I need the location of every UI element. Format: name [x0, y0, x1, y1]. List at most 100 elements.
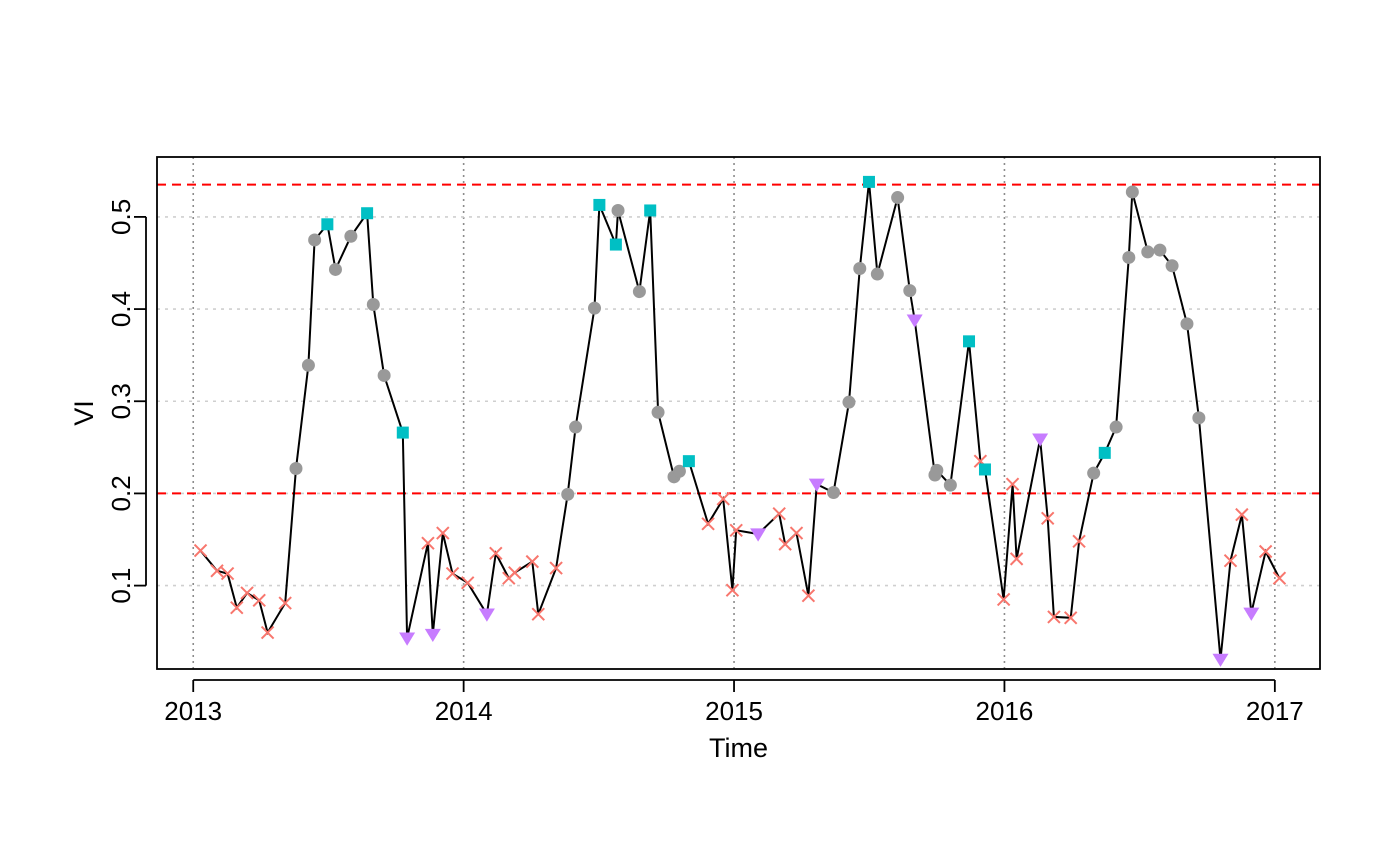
x-axis: 2013 2014 2015 2016 2017 — [164, 679, 1304, 726]
data-point-49 — [772, 506, 786, 521]
data-point-13 — [328, 262, 342, 276]
data-point-79 — [1122, 250, 1136, 264]
y-axis: 0.1 0.2 0.3 0.4 0.5 — [106, 199, 147, 604]
x-tick-label-2013: 2013 — [164, 696, 222, 726]
data-point-72 — [1040, 511, 1055, 526]
data-point-67 — [978, 463, 991, 476]
data-point-83 — [1165, 259, 1179, 273]
y-tick-label-0.1: 0.1 — [106, 568, 136, 604]
data-point-87 — [1223, 553, 1238, 568]
data-point-10 — [301, 358, 315, 372]
data-point-7 — [260, 625, 275, 640]
data-point-91 — [1272, 571, 1287, 585]
data-point-17 — [377, 368, 391, 382]
data-point-36 — [609, 238, 622, 251]
series-line — [199, 181, 1281, 660]
data-point-88 — [1235, 507, 1249, 522]
data-point-85 — [1192, 411, 1206, 425]
data-point-86 — [1212, 653, 1229, 667]
data-point-26 — [489, 546, 503, 561]
data-point-28 — [508, 565, 522, 580]
data-point-74 — [1063, 611, 1078, 625]
data-point-35 — [593, 198, 606, 211]
data-point-19 — [399, 632, 416, 646]
data-point-23 — [445, 566, 460, 581]
data-point-37 — [611, 203, 625, 217]
y-tick-label-0.3: 0.3 — [106, 383, 136, 419]
data-point-58 — [870, 267, 884, 281]
data-point-89 — [1243, 607, 1260, 621]
x-axis-title: Time — [709, 733, 768, 763]
data-point-30 — [531, 607, 545, 621]
y-tick-label-0.2: 0.2 — [106, 475, 136, 511]
data-point-81 — [1141, 245, 1155, 259]
data-point-1 — [193, 543, 208, 558]
data-point-3 — [220, 566, 235, 581]
x-tick-label-2014: 2014 — [435, 696, 493, 726]
data-point-8 — [278, 596, 292, 610]
data-point-64 — [943, 478, 957, 492]
data-point-84 — [1180, 317, 1194, 331]
data-point-51 — [789, 526, 804, 540]
data-point-40 — [651, 405, 665, 419]
data-point-52 — [801, 589, 816, 603]
data-point-43 — [682, 455, 695, 468]
data-point-4 — [230, 601, 244, 615]
data-point-69 — [1005, 477, 1020, 491]
data-point-20 — [421, 536, 435, 550]
data-point-82 — [1153, 243, 1167, 257]
data-point-50 — [778, 537, 792, 551]
data-point-5 — [240, 586, 254, 600]
data-point-75 — [1072, 534, 1086, 549]
data-point-24 — [460, 576, 475, 590]
data-point-42 — [672, 464, 686, 478]
data-point-76 — [1087, 466, 1101, 480]
data-point-45 — [716, 492, 730, 506]
y-tick-label-0.5: 0.5 — [106, 199, 136, 235]
data-point-71 — [1032, 433, 1049, 447]
data-point-12 — [321, 218, 334, 231]
y-axis-title: VI — [69, 400, 99, 426]
data-point-63 — [930, 463, 944, 477]
grid-lines — [157, 157, 1320, 669]
data-point-31 — [549, 561, 563, 575]
data-point-44 — [701, 517, 715, 531]
data-point-57 — [862, 175, 875, 188]
data-point-78 — [1109, 420, 1123, 434]
data-point-68 — [996, 592, 1011, 607]
data-point-80 — [1125, 185, 1139, 199]
data-point-33 — [569, 420, 583, 434]
data-point-16 — [366, 297, 380, 311]
data-point-2 — [210, 564, 224, 578]
data-point-73 — [1047, 610, 1061, 624]
data-point-32 — [561, 487, 575, 501]
data-point-47 — [729, 523, 743, 537]
data-point-6 — [252, 593, 266, 608]
x-tick-label-2016: 2016 — [976, 696, 1034, 726]
y-tick-label-0.4: 0.4 — [106, 291, 136, 327]
data-point-48 — [750, 528, 767, 542]
data-point-22 — [436, 526, 450, 540]
x-tick-label-2015: 2015 — [705, 696, 763, 726]
data-point-18 — [396, 426, 409, 439]
data-point-46 — [725, 583, 740, 597]
data-point-15 — [361, 207, 374, 220]
data-point-61 — [906, 314, 923, 328]
data-point-77 — [1098, 446, 1111, 459]
reference-lines — [157, 183, 1320, 495]
data-point-60 — [903, 284, 917, 298]
data-point-53 — [808, 478, 825, 492]
data-point-65 — [963, 335, 976, 348]
data-point-29 — [525, 554, 540, 569]
data-point-90 — [1258, 544, 1273, 559]
plot-frame — [156, 156, 1321, 670]
data-point-38 — [632, 285, 646, 299]
data-point-54 — [827, 485, 841, 499]
data-point-59 — [891, 191, 905, 205]
data-point-56 — [853, 262, 867, 276]
data-point-25 — [478, 608, 495, 622]
data-point-21 — [424, 628, 441, 643]
data-point-39 — [644, 204, 657, 217]
vi-series-line — [199, 181, 1281, 660]
